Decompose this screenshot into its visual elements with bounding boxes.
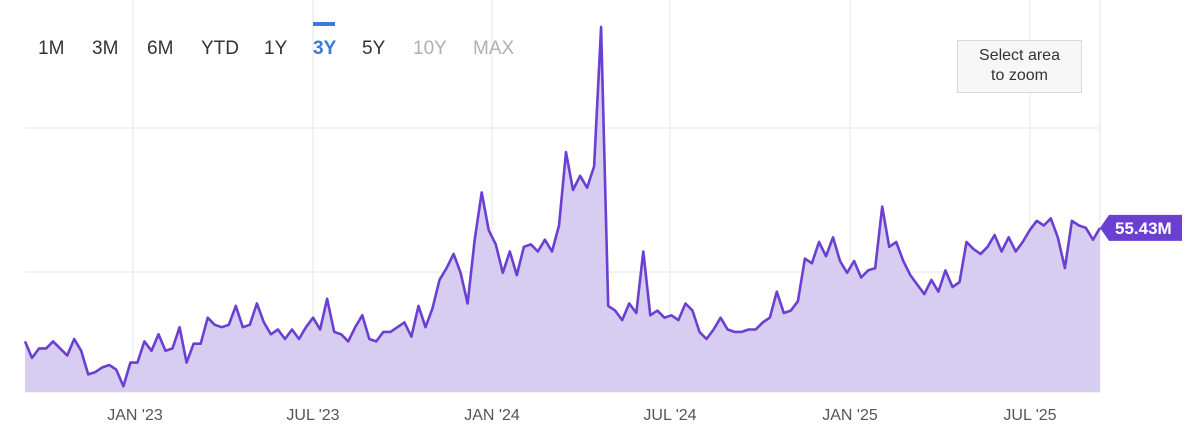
last-value-label-bg [1100,214,1182,241]
x-tick-label: JUL '24 [643,407,696,424]
zoom-hint-line2: to zoom [991,67,1048,84]
range-button-max: MAX [473,38,515,59]
x-tick-label: JUL '25 [1003,407,1056,424]
x-tick-label: JAN '23 [107,407,163,424]
last-value-label-text: 55.43M [1115,219,1172,238]
range-button-5y[interactable]: 5Y [362,38,386,59]
range-button-6m[interactable]: 6M [147,38,174,59]
range-button-1m[interactable]: 1M [38,38,65,59]
series-line [23,25,1102,388]
range-button-10y: 10Y [413,38,447,59]
x-tick-label: JAN '24 [464,407,520,424]
x-tick-label: JAN '25 [822,407,878,424]
range-button-ytd[interactable]: YTD [201,38,239,59]
area-fill [25,26,1100,393]
last-value-label: 55.43M [1100,214,1182,241]
range-button-3m[interactable]: 3M [92,38,119,59]
x-tick-label: JUL '23 [286,407,339,424]
range-button-3y[interactable]: 3Y [313,38,337,59]
zoom-hint-line1: Select area [979,47,1060,64]
active-range-indicator [313,22,335,26]
select-area-zoom-hint[interactable]: Select area to zoom [957,40,1082,93]
x-axis-labels: JAN '23 JUL '23 JAN '24 JUL '24 JAN '25 JUL '… [107,407,1056,424]
range-button-1y[interactable]: 1Y [264,38,288,59]
